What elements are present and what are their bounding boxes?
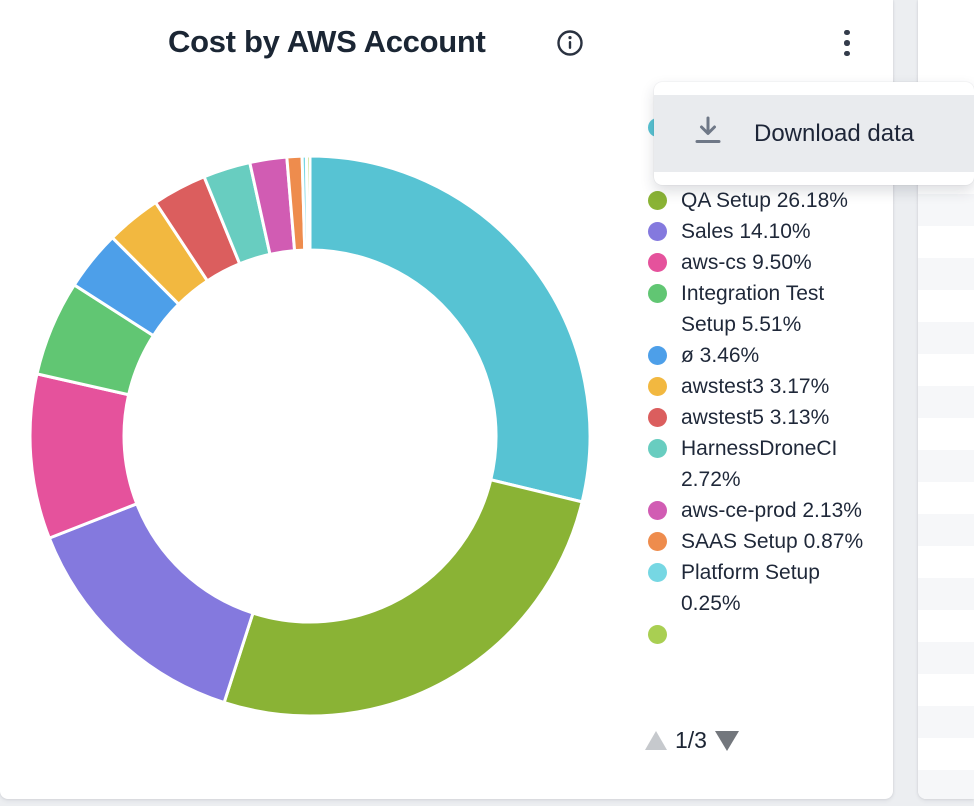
legend-bullet [648, 408, 667, 427]
donut-slice[interactable] [308, 154, 592, 504]
donut-chart [27, 153, 593, 719]
legend-label: aws-cs 9.50% [681, 251, 812, 274]
legend-item[interactable]: Platform Setup 0.25% [648, 557, 880, 619]
legend-label: Platform Setup 0.25% [681, 561, 820, 615]
legend-pagination: 1/3 [645, 727, 739, 754]
download-data-menu-item[interactable]: Download data [654, 95, 974, 172]
legend-bullet [648, 439, 667, 458]
legend-bullet [648, 222, 667, 241]
legend-item[interactable]: QA Setup 26.18% [648, 185, 880, 216]
legend-item[interactable]: aws-cs 9.50% [648, 247, 880, 278]
donut-slice[interactable] [304, 154, 312, 252]
legend-bullet [648, 532, 667, 551]
donut-slice[interactable] [47, 501, 255, 705]
legend-label: Integration Test Setup 5.51% [681, 282, 825, 336]
kebab-dot [844, 40, 850, 46]
download-data-label: Download data [754, 119, 915, 147]
kebab-menu-icon[interactable] [828, 20, 866, 66]
legend-label: awstest3 3.17% [681, 375, 830, 398]
donut-slice[interactable] [222, 477, 584, 718]
legend-item[interactable] [648, 619, 880, 644]
kebab-dot [844, 29, 850, 36]
legend-bullet [648, 284, 667, 303]
legend-label: QA Setup 26.18% [681, 189, 848, 212]
legend-bullet [648, 377, 667, 396]
legend-bullet [648, 253, 667, 272]
legend-item[interactable]: ø 3.46% [648, 340, 880, 371]
legend-item[interactable]: HarnessDroneCI 2.72% [648, 433, 880, 495]
legend-label: SAAS Setup 0.87% [681, 530, 864, 553]
legend-bullet [648, 346, 667, 365]
legend-label: HarnessDroneCI 2.72% [681, 437, 838, 491]
legend-item[interactable]: SAAS Setup 0.87% [648, 526, 880, 557]
legend-item[interactable]: awstest3 3.17% [648, 371, 880, 402]
chart-legend: QA Setup 26.18% Sales 14.10% aws-cs 9.50% I… [648, 112, 880, 722]
legend-bullet [648, 625, 667, 644]
page-up-icon[interactable] [645, 731, 667, 750]
legend-label: awstest5 3.13% [681, 406, 830, 429]
legend-item[interactable]: Integration Test Setup 5.51% [648, 278, 880, 340]
widget-title: Cost by AWS Account [168, 24, 486, 59]
legend-label: Sales 14.10% [681, 220, 811, 243]
legend-label: ø 3.46% [681, 344, 760, 367]
page-down-icon[interactable] [714, 730, 739, 751]
legend-item[interactable]: awstest5 3.13% [648, 402, 880, 433]
widget-menu-popover: Download data [654, 82, 974, 185]
legend-bullet [648, 501, 667, 520]
kebab-dot [844, 50, 850, 57]
adjacent-table-rows [918, 130, 974, 799]
legend-item[interactable]: aws-ce-prod 2.13% [648, 495, 880, 526]
download-icon [692, 115, 724, 152]
legend-item[interactable]: Sales 14.10% [648, 216, 880, 247]
info-icon[interactable] [556, 29, 584, 57]
legend-bullet [648, 563, 667, 582]
page-indicator: 1/3 [675, 727, 707, 753]
legend-bullet [648, 191, 667, 210]
legend-label: aws-ce-prod 2.13% [681, 499, 862, 522]
